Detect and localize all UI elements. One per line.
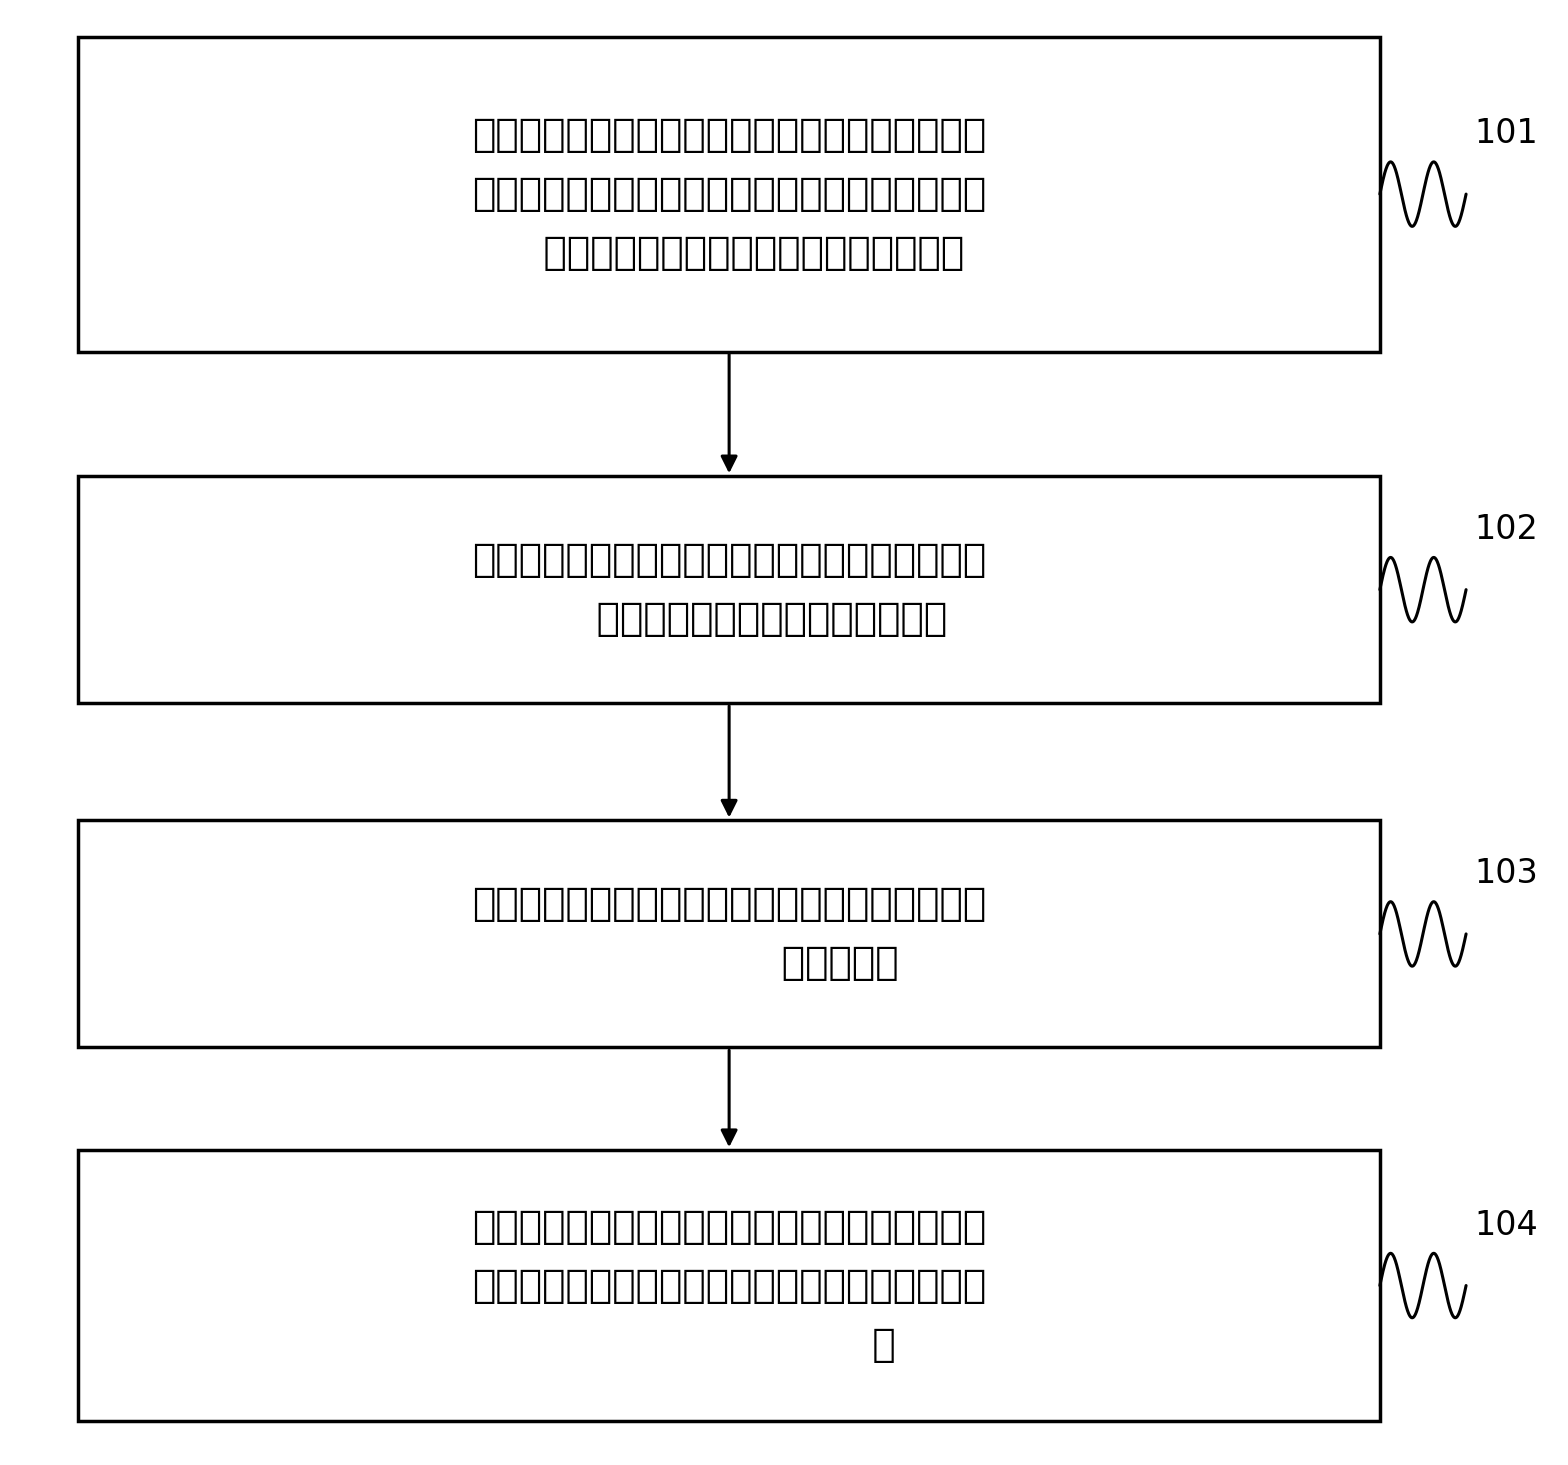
Bar — [78, 820, 1380, 1047]
Text: 将视频文件划分成多个视频帧集合，其中，每个视
频帧集合中的视频帧图像属于同一场景，任意两个
    视频帧集合中的视频帧图像属于不同场景: 将视频文件划分成多个视频帧集合，其中，每个视 频帧集合中的视频帧图像属于同一场景… — [472, 116, 986, 272]
Bar — [78, 37, 1380, 352]
Bar — [78, 1150, 1380, 1421]
Text: 从每个视频帧集合中获取第一视频帧图像，其中，
       第一视频帧图像包括至少一个人脸: 从每个视频帧集合中获取第一视频帧图像，其中， 第一视频帧图像包括至少一个人脸 — [472, 541, 986, 639]
Text: 将每个口红色号识别结果赋值给口红色号识别结果
对应的视频帧集合中所有包含同一人脸的视频帧图
                         像: 将每个口红色号识别结果赋值给口红色号识别结果 对应的视频帧集合中所有包含同一人脸… — [472, 1207, 986, 1364]
Text: 对人脸进行口红色号识别，获取人脸对应的口红色
                  号识别结果: 对人脸进行口红色号识别，获取人脸对应的口红色 号识别结果 — [472, 885, 986, 983]
Text: 102: 102 — [1474, 513, 1538, 545]
Text: 101: 101 — [1474, 117, 1538, 149]
Text: 104: 104 — [1474, 1209, 1538, 1242]
Bar — [78, 476, 1380, 703]
Text: 103: 103 — [1474, 857, 1538, 889]
